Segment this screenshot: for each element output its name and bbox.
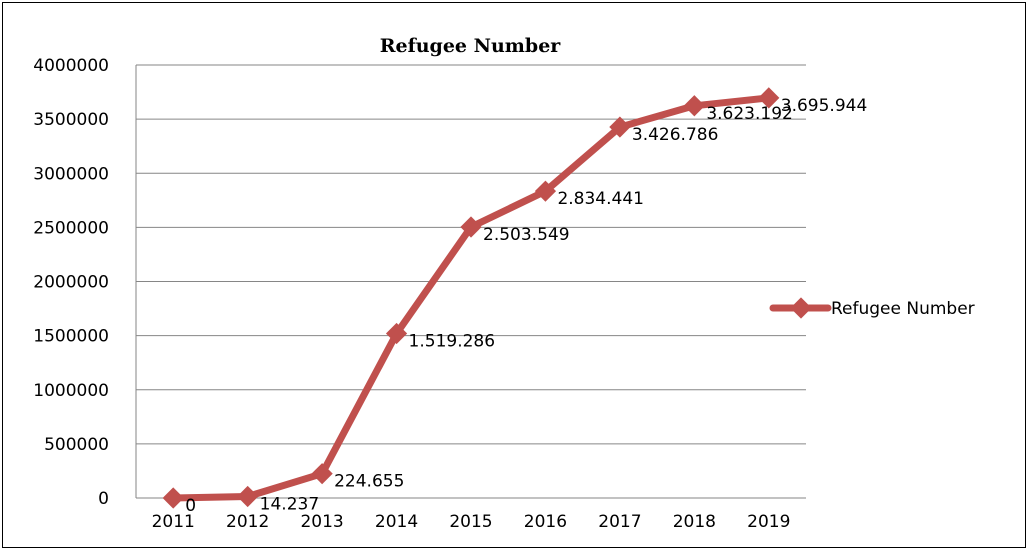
x-tick-label: 2016 bbox=[524, 512, 567, 532]
x-axis-ticks: 2011 2012 2013 2014 2015 2016 2017 2018 2019 bbox=[152, 512, 791, 532]
y-tick-label: 2500000 bbox=[33, 218, 109, 238]
y-tick-label: 0 bbox=[98, 489, 109, 509]
legend-label: Refugee Number bbox=[831, 299, 975, 319]
y-tick-label: 1500000 bbox=[33, 327, 109, 347]
y-axis-ticks: 0 500000 1000000 1500000 2000000 2500000 30000… bbox=[33, 56, 109, 509]
data-label: 1.519.286 bbox=[409, 332, 496, 352]
x-tick-label: 2011 bbox=[152, 512, 195, 532]
data-label: 3.623.192 bbox=[706, 104, 793, 124]
data-label: 224.655 bbox=[334, 472, 404, 492]
data-label: 3.426.786 bbox=[632, 125, 719, 145]
data-label: 0 bbox=[185, 496, 196, 516]
y-tick-label: 1000000 bbox=[33, 381, 109, 401]
y-tick-label: 3500000 bbox=[33, 110, 109, 130]
data-label: 2.503.549 bbox=[483, 225, 570, 245]
legend: Refugee Number bbox=[769, 297, 975, 319]
data-point-marker bbox=[683, 95, 705, 117]
y-tick-label: 2000000 bbox=[33, 273, 109, 293]
y-tick-label: 3000000 bbox=[33, 164, 109, 184]
data-labels: 0 14.237 224.655 1.519.286 2.503.549 2.834.44… bbox=[185, 96, 867, 516]
x-tick-label: 2015 bbox=[449, 512, 492, 532]
data-point-marker bbox=[534, 180, 557, 202]
series-lines bbox=[169, 94, 773, 502]
data-point-marker bbox=[609, 116, 631, 138]
y-tick-label: 500000 bbox=[44, 435, 109, 455]
data-label: 3.695.944 bbox=[781, 96, 868, 116]
series-line bbox=[169, 94, 773, 502]
data-label: 14.237 bbox=[260, 494, 319, 514]
x-tick-label: 2013 bbox=[300, 512, 343, 532]
x-tick-label: 2017 bbox=[598, 512, 641, 532]
data-label: 2.834.441 bbox=[557, 189, 644, 209]
y-tick-label: 4000000 bbox=[33, 56, 109, 76]
data-point-marker bbox=[758, 87, 780, 109]
x-tick-label: 2019 bbox=[747, 512, 790, 532]
x-tick-label: 2014 bbox=[375, 512, 418, 532]
x-tick-label: 2018 bbox=[673, 512, 716, 532]
legend-marker bbox=[790, 297, 812, 319]
data-point-marker bbox=[237, 485, 259, 508]
data-point-marker bbox=[162, 487, 184, 509]
chart-title: Refugee Number bbox=[380, 35, 562, 57]
x-tick-label: 2012 bbox=[226, 512, 269, 532]
series-markers bbox=[162, 87, 780, 509]
